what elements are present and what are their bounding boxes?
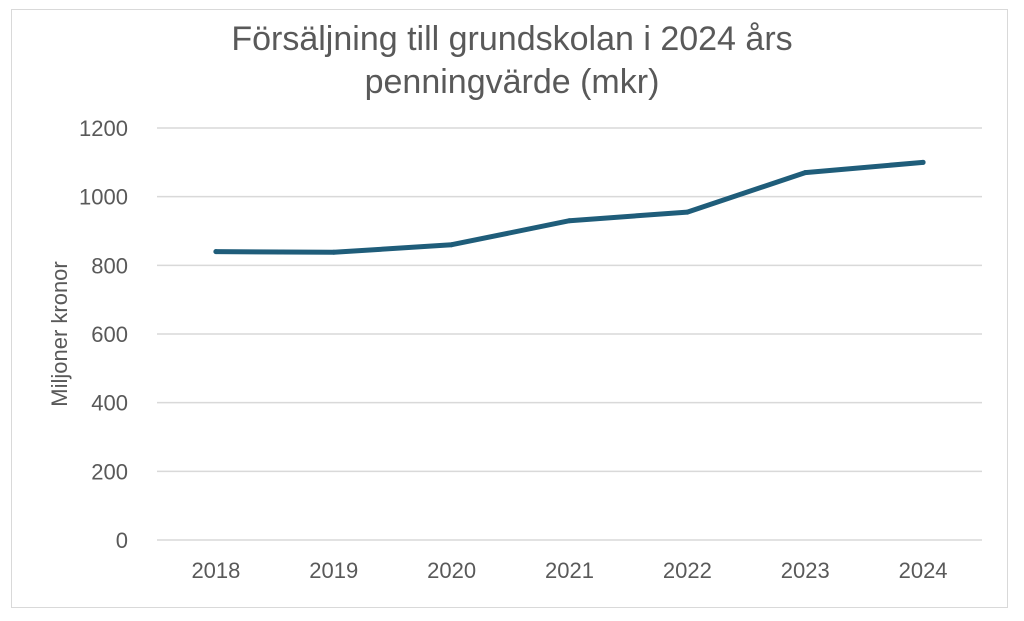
x-tick-label-2023: 2023	[781, 558, 830, 583]
series-group	[213, 159, 926, 255]
data-point-2019	[331, 249, 337, 255]
data-point-2023	[802, 170, 808, 176]
x-axis-ticks: 2018 2019 2020 2021 2022 2023 2024	[191, 558, 947, 583]
y-tick-label-200: 200	[91, 459, 128, 484]
x-tick-label-2018: 2018	[191, 558, 240, 583]
y-axis-label: Miljoner kronor	[47, 261, 72, 407]
data-point-2024	[920, 159, 926, 165]
y-tick-label-400: 400	[91, 391, 128, 416]
data-point-2018	[213, 249, 219, 255]
chart-title-line-2: penningvärde (mkr)	[365, 63, 660, 101]
data-point-2022	[684, 209, 690, 215]
data-point-2020	[449, 242, 455, 248]
y-tick-label-800: 800	[91, 253, 128, 278]
gridlines	[157, 127, 982, 541]
x-tick-label-2022: 2022	[663, 558, 712, 583]
x-tick-label-2021: 2021	[545, 558, 594, 583]
y-tick-label-1200: 1200	[79, 116, 128, 141]
x-tick-label-2024: 2024	[899, 558, 948, 583]
chart-title-line-1: Försäljning till grundskolan i 2024 års	[231, 20, 792, 58]
y-tick-label-600: 600	[91, 322, 128, 347]
data-point-2021	[567, 218, 572, 224]
x-tick-label-2019: 2019	[309, 558, 358, 583]
y-tick-label-1000: 1000	[79, 185, 128, 210]
chart-frame	[11, 9, 1008, 608]
y-tick-label-0: 0	[116, 528, 128, 553]
series-line-0	[213, 159, 926, 255]
y-axis-ticks: 0 200 400 600 800 1000 1200	[79, 116, 128, 553]
x-tick-label-2020: 2020	[427, 558, 476, 583]
